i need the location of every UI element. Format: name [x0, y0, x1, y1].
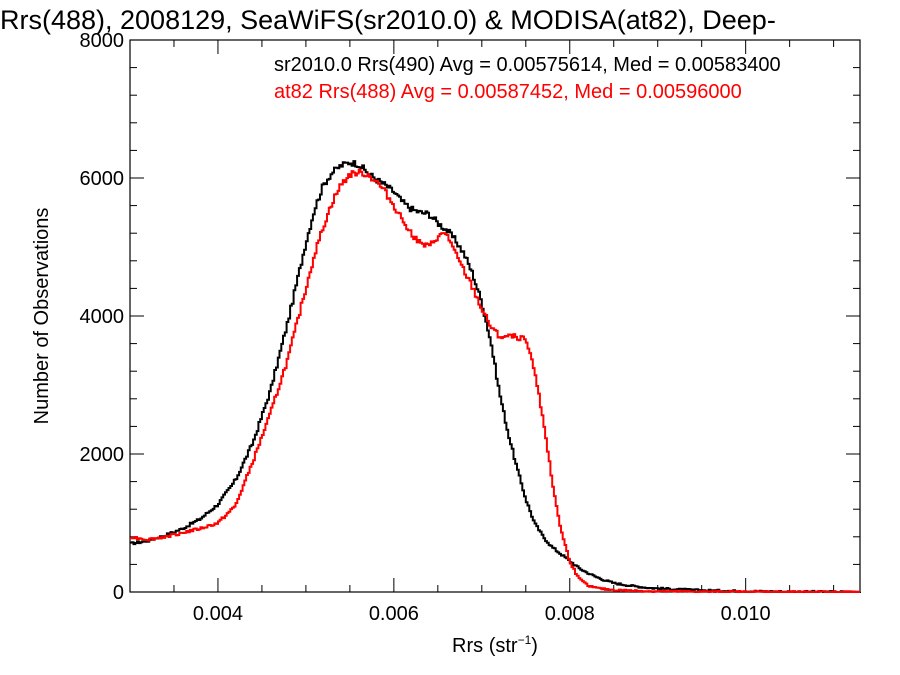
legend-entry-at82: at82 Rrs(488) Avg = 0.00587452, Med = 0.…: [274, 81, 742, 103]
legend-entry-sr2010: sr2010.0 Rrs(490) Avg = 0.00575614, Med …: [274, 54, 781, 76]
x-axis-label: Rrs (str−1): [452, 633, 538, 657]
x-tick-labels: 0.004 0.006 0.008 0.010: [193, 603, 771, 625]
y-tick-label: 8000: [80, 30, 125, 52]
y-tick-label: 0: [113, 582, 124, 604]
x-axis-label-main: Rrs (str: [452, 635, 518, 657]
series-lines: [130, 160, 861, 593]
y-axis-label: Number of Observations: [31, 208, 53, 425]
y-tick-label: 2000: [80, 444, 125, 466]
x-tick-label: 0.004: [193, 603, 243, 625]
axis-ticks: [129, 39, 860, 593]
y-tick-labels: 0 2000 4000 6000 8000: [80, 30, 125, 604]
x-axis-label-end: ): [531, 635, 538, 657]
series-line-at82: [130, 168, 860, 593]
plot-frame: [129, 39, 861, 593]
x-axis-label-sup: −1: [518, 633, 532, 647]
x-tick-label: 0.010: [721, 603, 771, 625]
y-tick-label: 4000: [80, 306, 125, 328]
series-line-sr2010: [130, 160, 861, 593]
y-tick-label: 6000: [80, 168, 125, 190]
x-tick-label: 0.006: [369, 603, 419, 625]
chart-title: Rrs(488), 2008129, SeaWiFS(sr2010.0) & M…: [0, 5, 776, 35]
x-tick-label: 0.008: [545, 603, 595, 625]
